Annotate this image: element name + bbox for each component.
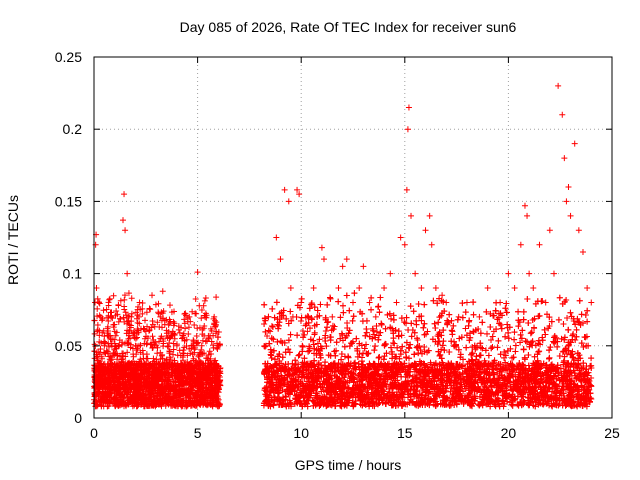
- data-point: [185, 324, 192, 331]
- data-point: [194, 325, 201, 332]
- data-point: [139, 300, 146, 307]
- data-point: [106, 295, 113, 302]
- data-point: [113, 308, 120, 315]
- data-point: [181, 310, 188, 317]
- data-point: [144, 323, 151, 330]
- data-points: [91, 82, 595, 410]
- data-point: [206, 348, 213, 355]
- data-point: [166, 302, 173, 309]
- data-point: [149, 345, 156, 352]
- data-point: [191, 322, 198, 329]
- data-point: [127, 335, 134, 342]
- data-point: [146, 305, 153, 312]
- data-point: [149, 333, 156, 340]
- data-point: [132, 335, 139, 342]
- data-point: [147, 306, 154, 313]
- data-point: [208, 338, 215, 345]
- data-point: [201, 350, 208, 357]
- data-point: [128, 295, 135, 302]
- data-point: [143, 309, 150, 316]
- data-point: [111, 321, 118, 328]
- gridlines: [94, 57, 612, 418]
- data-point: [150, 355, 157, 362]
- data-point: [159, 324, 166, 331]
- data-point: [202, 295, 209, 302]
- data-point: [154, 350, 161, 357]
- data-point: [106, 296, 113, 303]
- data-point: [94, 305, 101, 312]
- data-point: [213, 294, 220, 301]
- data-point: [112, 332, 119, 339]
- data-point: [202, 338, 209, 345]
- data-point: [121, 303, 128, 310]
- data-point: [198, 315, 205, 322]
- data-point: [100, 307, 107, 314]
- data-point: [201, 297, 208, 304]
- data-point: [127, 324, 134, 331]
- data-point: [96, 300, 103, 307]
- data-point: [159, 288, 166, 295]
- data-point: [196, 302, 203, 309]
- data-point: [143, 351, 150, 358]
- data-point: [105, 318, 112, 325]
- data-point: [110, 292, 117, 299]
- data-point: [146, 327, 153, 334]
- data-point: [122, 309, 129, 316]
- data-point: [142, 317, 149, 324]
- data-point: [117, 315, 124, 322]
- data-point: [121, 296, 128, 303]
- data-point: [193, 333, 200, 340]
- data-point: [198, 306, 205, 313]
